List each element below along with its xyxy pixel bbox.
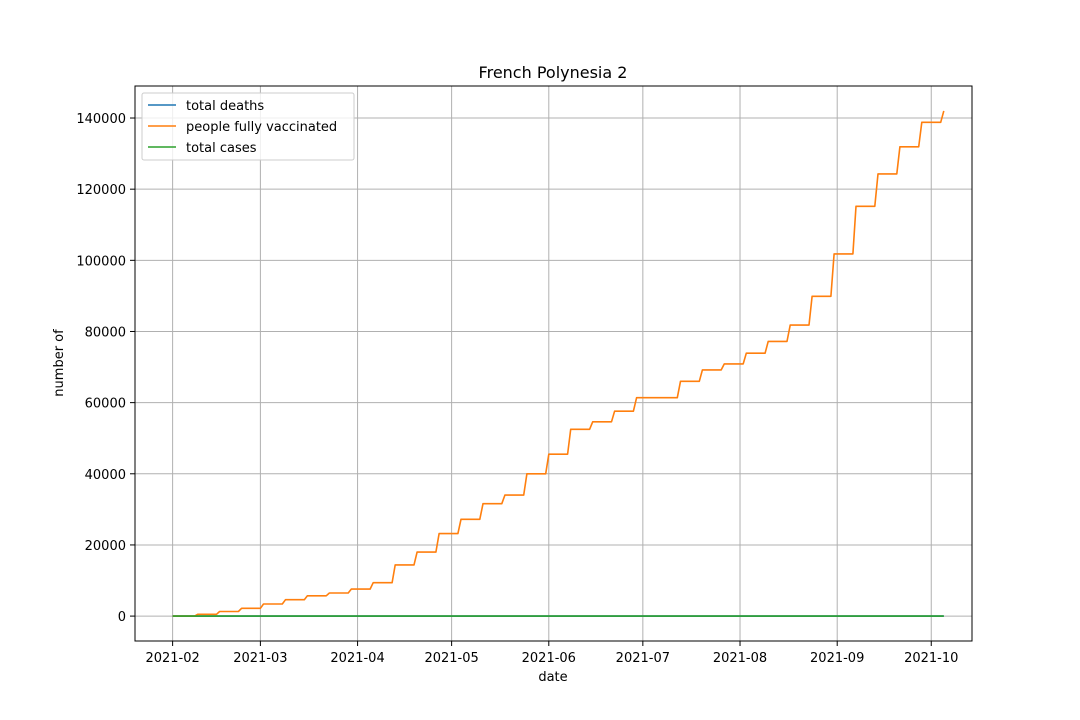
x-axis-label: date (538, 670, 567, 685)
x-tick-label: 2021-08 (713, 651, 767, 666)
legend-label-total-cases: total cases (186, 141, 257, 156)
chart-title: French Polynesia 2 (479, 63, 628, 82)
legend-label-people-fully-vaccinated: people fully vaccinated (186, 120, 337, 135)
y-tick-label: 80000 (85, 325, 126, 340)
legend-label-total-deaths: total deaths (186, 99, 264, 114)
x-tick-label: 2021-06 (522, 651, 576, 666)
y-axis-label: number of (52, 329, 67, 397)
x-tick-label: 2021-09 (810, 651, 864, 666)
x-tick-label: 2021-07 (616, 651, 670, 666)
y-tick-label: 60000 (85, 397, 126, 412)
y-tick-label: 100000 (76, 254, 126, 269)
y-tick-label: 0 (118, 610, 126, 625)
axis-ticks: 2021-02 2021-03 2021-04 2021-05 2021-06 2021-… (76, 112, 958, 666)
legend: total deaths people fully vaccinated total… (141, 92, 355, 161)
y-tick-label: 40000 (85, 468, 126, 483)
x-tick-label: 2021-10 (904, 651, 958, 666)
x-tick-label: 2021-03 (233, 651, 287, 666)
x-tick-label: 2021-02 (145, 651, 199, 666)
y-tick-label: 140000 (76, 112, 126, 127)
series-lines (172, 110, 945, 617)
y-tick-label: 20000 (85, 539, 126, 554)
x-tick-label: 2021-04 (330, 651, 384, 666)
y-tick-label: 120000 (76, 183, 126, 198)
x-tick-label: 2021-05 (424, 651, 478, 666)
series-line-people-fully-vaccinated (172, 110, 945, 617)
plot-frame (134, 85, 973, 642)
legend-box (141, 92, 355, 161)
